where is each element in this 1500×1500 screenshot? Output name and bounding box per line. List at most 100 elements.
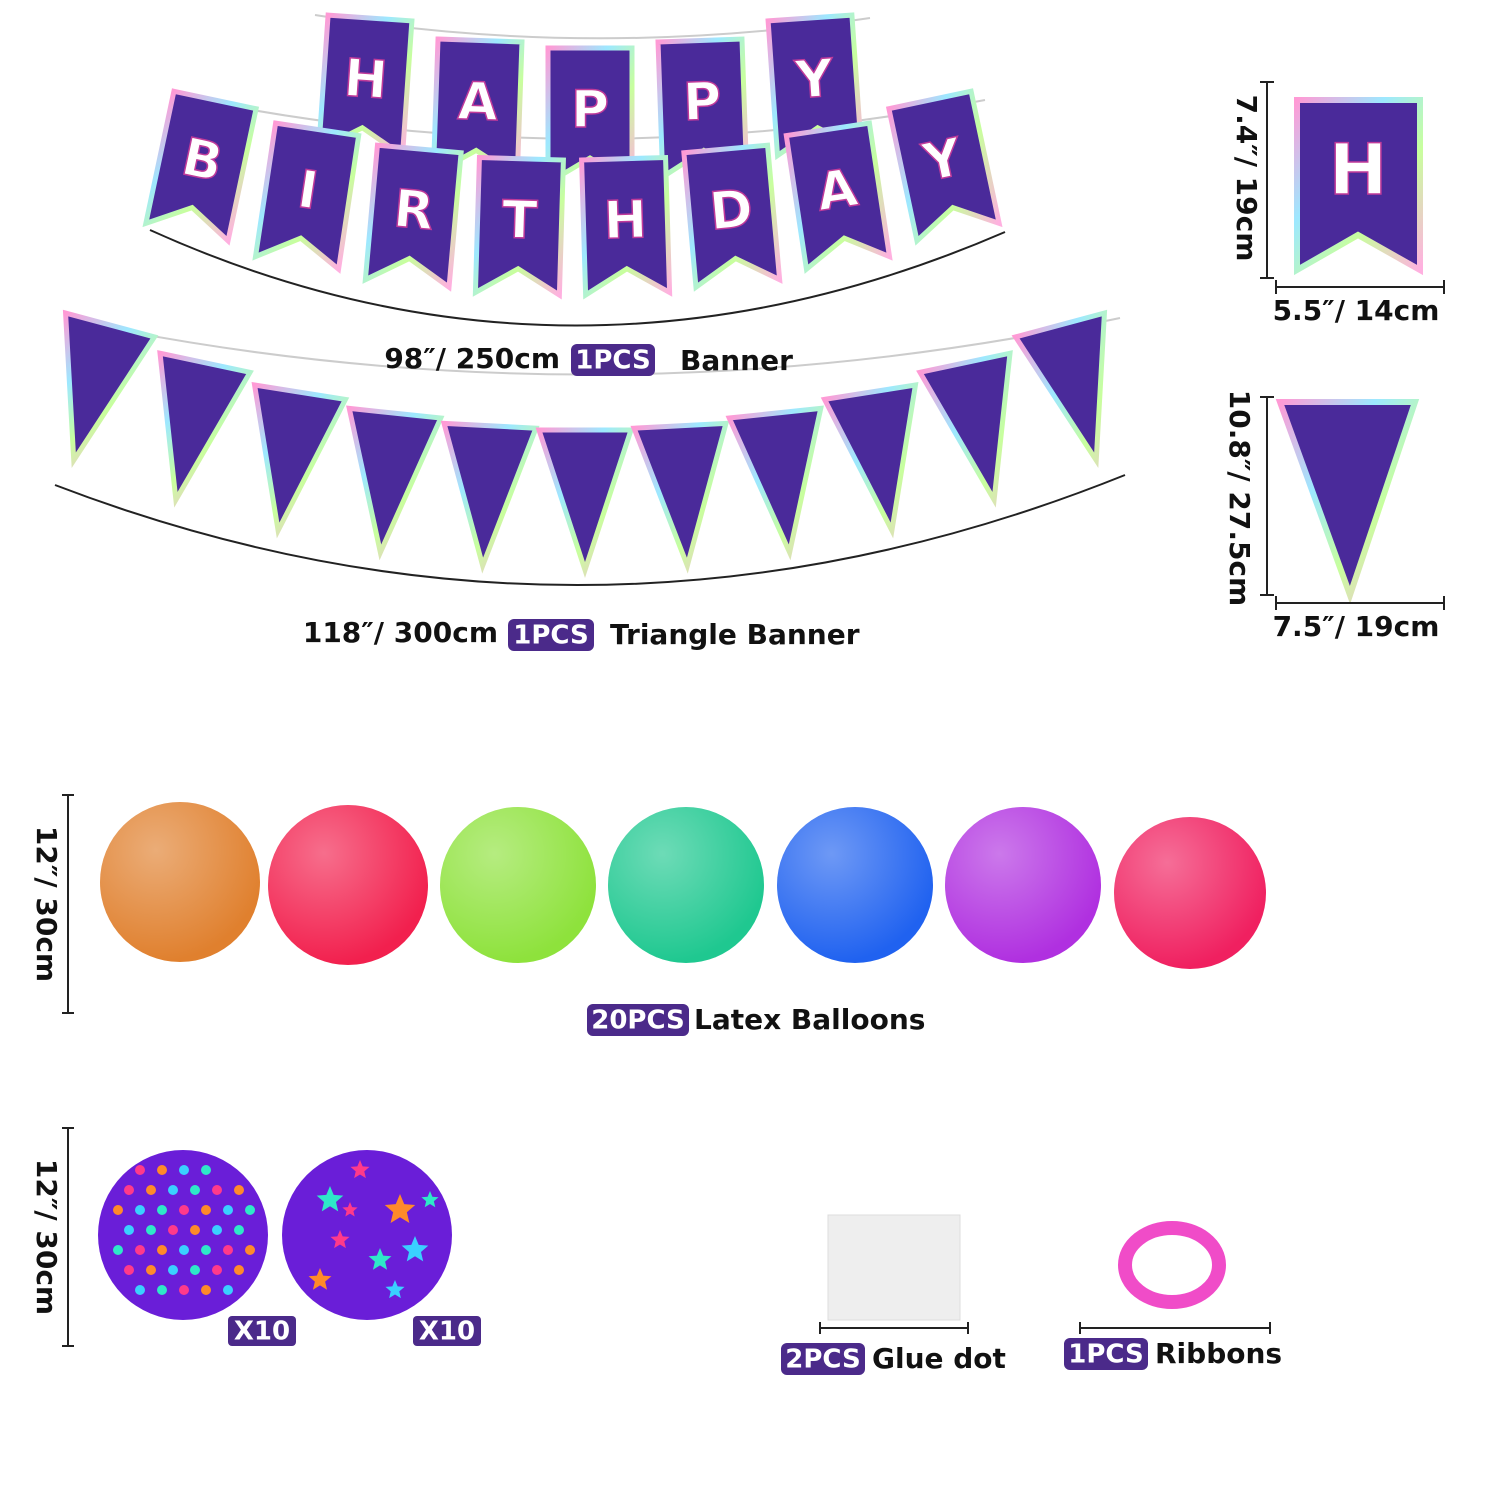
triangle-flag [346,405,445,561]
dot [201,1285,211,1295]
dot [201,1245,211,1255]
flag-body [362,142,464,292]
flag: A [783,120,893,274]
star [384,1194,416,1223]
triangle-flag [251,381,350,539]
ribbon-roll [1118,1221,1226,1309]
dot [124,1265,134,1275]
dimension-line [1079,1322,1271,1334]
balloon-pattern [113,1160,439,1299]
count-badge: 20PCS [591,1006,685,1036]
width-label: 7.5″/ 19cm [1273,610,1440,643]
flag-body [252,120,362,274]
dot [168,1185,178,1195]
dot [223,1245,233,1255]
flag: B [142,88,260,246]
dot [146,1265,156,1275]
flag-detail [1294,97,1423,276]
flag-body [142,88,260,246]
star [330,1230,350,1249]
size-label: 98″/ 250cm [384,342,560,375]
flag-letter: P [571,80,609,140]
count-badge: 1PCS [575,346,650,376]
dot [157,1245,167,1255]
star [342,1202,358,1217]
star [421,1191,439,1208]
star [316,1186,344,1212]
triangle-flag [1011,309,1108,468]
flag: D [681,142,783,292]
count-badge: X10 [234,1317,290,1347]
dot [201,1205,211,1215]
flag-letter: H [342,48,390,111]
star [308,1268,332,1290]
triangle-flag [916,350,1013,508]
flag-letter: H [603,190,648,251]
dot [212,1225,222,1235]
flag-body [579,154,673,300]
dot [245,1205,255,1215]
dot [201,1165,211,1175]
dot [179,1245,189,1255]
badge [1064,1338,1148,1370]
flag-letter: T [501,190,539,251]
count-badge: X10 [419,1317,475,1347]
dimension-line [62,1127,74,1347]
dimension-line [62,794,74,1014]
dot [113,1205,123,1215]
flag-letter: A [457,72,499,133]
dot [135,1205,145,1215]
product-label: Latex Balloons [694,1003,925,1036]
banner-flags: H A P P YB I R T H D A Y [142,12,1003,300]
count-badge: 1PCS [513,621,588,651]
dimension-lines [1260,396,1445,610]
dimension-lines [1260,81,1445,294]
dot [245,1245,255,1255]
dot [223,1285,233,1295]
badge [228,1316,296,1346]
dot [179,1165,189,1175]
height-label: 10.8″/ 27.5cm [1223,390,1256,606]
product-label: Triangle Banner [610,618,860,651]
triangle-detail [1275,399,1420,605]
count-badge: 2PCS [785,1345,860,1375]
badge [781,1343,865,1375]
dot [234,1185,244,1195]
flag-body [681,142,783,292]
badge [587,1004,689,1036]
triangle-flag [62,309,159,468]
dimension-line [819,1322,969,1334]
star-balloon [282,1150,452,1320]
dot [190,1265,200,1275]
flag-letter: R [391,179,436,242]
width-label: 5.5″/ 14cm [1273,294,1440,327]
star [368,1248,392,1270]
product-label: Banner [680,344,793,377]
balloon-row [100,802,1266,969]
flag: I [252,120,362,274]
dot [212,1265,222,1275]
flag-letter: Y [792,49,836,112]
size-label: 12″/ 30cm [30,1159,63,1315]
dot [124,1185,134,1195]
badge [508,619,594,651]
flag-letter: P [682,72,722,133]
flag: Y [765,12,865,161]
dot [135,1245,145,1255]
dot [179,1205,189,1215]
dot [157,1285,167,1295]
flag-body [885,88,1003,246]
flag: A [430,36,525,182]
dot [234,1225,244,1235]
glue-dot-sheet [827,1214,961,1321]
dot [168,1265,178,1275]
triangle-flag [157,350,254,508]
height-label: 7.4″/ 19cm [1230,95,1263,262]
dot [168,1225,178,1235]
product-label: Ribbons [1155,1337,1282,1370]
dot [157,1165,167,1175]
flag-letter: H [1329,129,1388,211]
length-arc [54,474,1126,586]
dot [212,1185,222,1195]
product-label: Glue dot [872,1342,1006,1375]
